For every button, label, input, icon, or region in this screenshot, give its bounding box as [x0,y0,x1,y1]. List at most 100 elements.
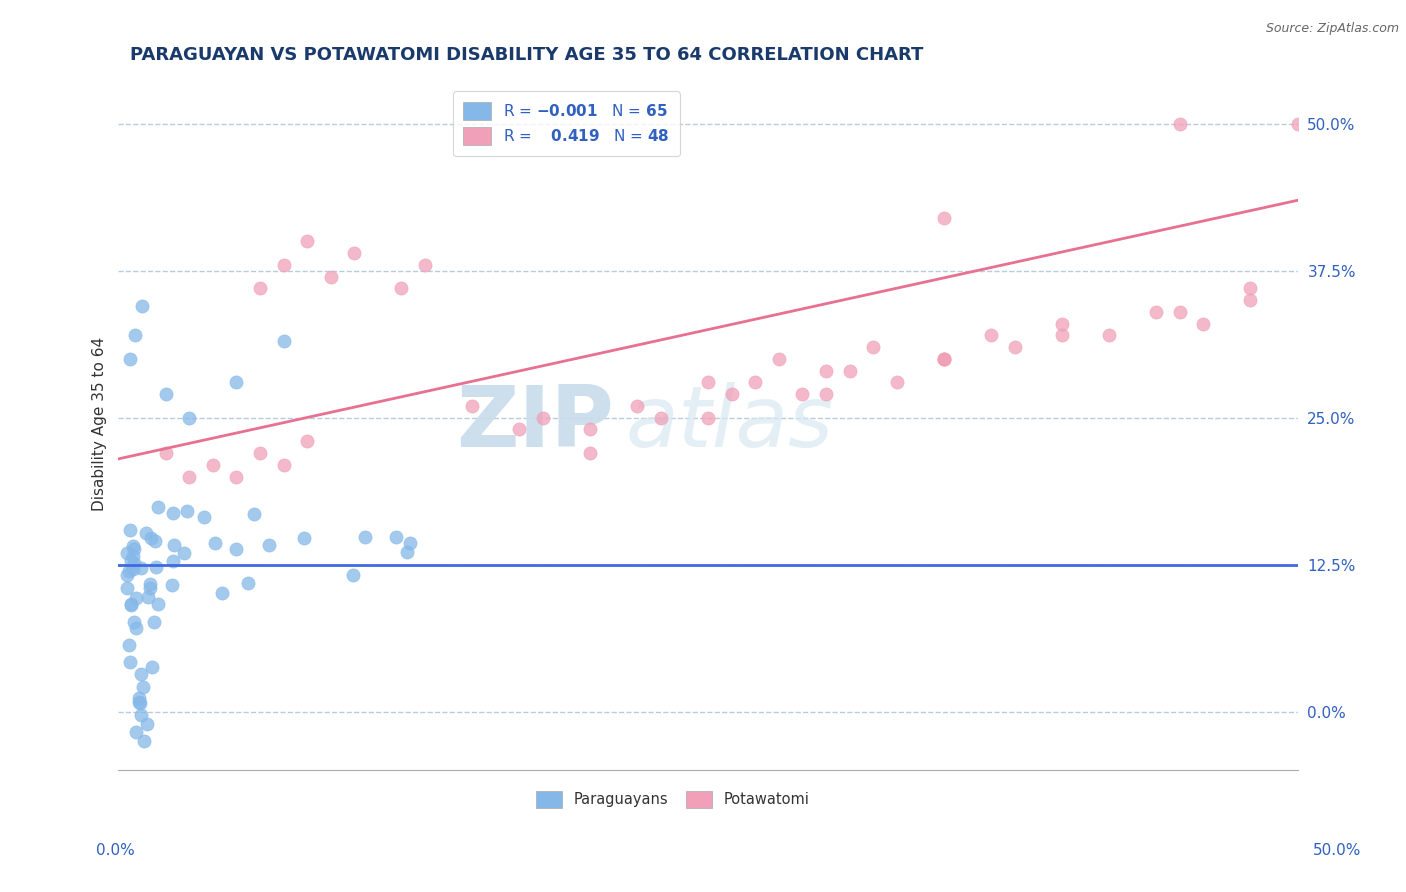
Point [1004,340,1026,354]
Point [125,621,148,635]
Point [886,376,908,390]
Point [1239,293,1261,308]
Text: Source: ZipAtlas.com: Source: ZipAtlas.com [1265,22,1399,36]
Point [838,364,860,378]
Point [294,531,316,545]
Point [579,446,602,460]
Point [120,554,142,568]
Point [132,680,155,694]
Point [343,246,366,260]
Text: 50.0%: 50.0% [1313,843,1361,858]
Point [145,560,167,574]
Point [814,387,837,401]
Point [128,695,150,709]
Point [128,691,150,706]
Point [124,328,146,343]
Point [461,399,484,413]
Point [142,615,165,629]
Point [932,351,955,366]
Point [141,660,163,674]
Point [162,538,184,552]
Point [155,446,177,460]
Point [125,591,148,605]
Point [162,554,184,568]
Point [176,503,198,517]
Point [579,422,602,436]
Point [413,258,436,272]
Point [138,590,160,604]
Point [179,469,201,483]
Point [385,530,408,544]
Point [136,717,159,731]
Point [1239,281,1261,295]
Point [391,281,413,295]
Point [122,539,145,553]
Point [1144,305,1167,319]
Point [814,364,837,378]
Point [129,561,152,575]
Point [115,581,138,595]
Point [744,376,766,390]
Legend: Paraguayans, Potawatomi: Paraguayans, Potawatomi [529,784,817,815]
Point [146,500,169,515]
Point [508,422,530,436]
Point [139,581,162,595]
Point [122,561,145,575]
Point [353,531,375,545]
Point [146,597,169,611]
Point [1050,328,1073,343]
Point [121,549,143,563]
Point [179,410,201,425]
Point [201,458,224,472]
Text: atlas: atlas [626,382,834,465]
Point [115,546,138,560]
Point [129,667,152,681]
Point [396,545,419,559]
Point [138,576,160,591]
Point [1168,117,1191,131]
Point [160,577,183,591]
Point [932,351,955,366]
Point [193,510,215,524]
Point [342,568,364,582]
Point [115,568,138,582]
Point [862,340,884,354]
Point [273,258,295,272]
Point [249,446,271,460]
Point [120,523,142,537]
Text: ZIP: ZIP [456,382,613,465]
Point [1098,328,1121,343]
Point [792,387,814,401]
Point [162,506,184,520]
Point [980,328,1002,343]
Point [225,376,247,390]
Text: PARAGUAYAN VS POTAWATOMI DISABILITY AGE 35 TO 64 CORRELATION CHART: PARAGUAYAN VS POTAWATOMI DISABILITY AGE … [131,46,924,64]
Point [1192,317,1215,331]
Point [932,351,955,366]
Point [257,538,280,552]
Point [143,533,166,548]
Point [204,536,226,550]
Point [295,235,318,249]
Point [118,564,141,578]
Point [697,410,720,425]
Point [117,638,139,652]
Point [121,598,143,612]
Point [131,299,153,313]
Text: 0.0%: 0.0% [96,843,135,858]
Y-axis label: Disability Age 35 to 64: Disability Age 35 to 64 [93,336,107,511]
Point [122,556,145,570]
Point [1286,117,1309,131]
Point [238,575,260,590]
Point [122,615,145,629]
Point [120,597,142,611]
Point [273,334,295,349]
Point [129,696,152,710]
Point [626,399,648,413]
Point [120,351,142,366]
Point [697,376,720,390]
Point [225,469,247,483]
Point [118,656,141,670]
Point [1168,305,1191,319]
Point [319,269,342,284]
